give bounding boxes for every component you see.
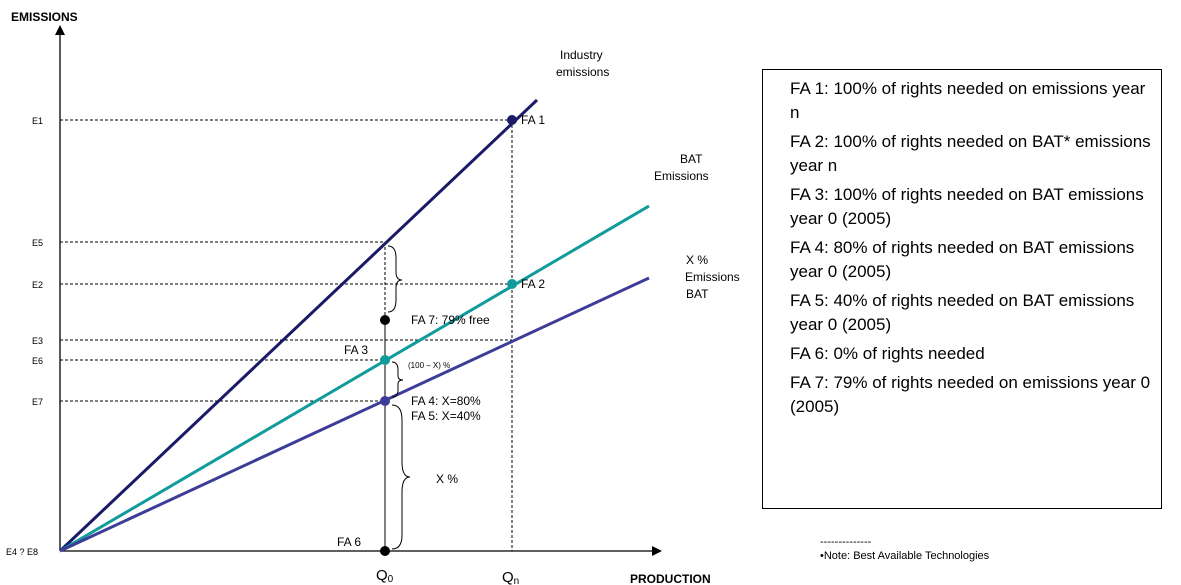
tick-e3: E3 [32, 336, 43, 346]
legend-item-fa5: FA 5: 40% of rights needed on BAT emissi… [790, 291, 1135, 334]
annotation-diff: (100 – X) % [408, 361, 450, 370]
brace-xpct [391, 404, 411, 550]
point-fa3 [380, 355, 390, 365]
industry-label-1: Industry [560, 48, 603, 62]
tick-e6: E6 [32, 356, 43, 366]
xbat-label-1: X % [686, 253, 708, 267]
x-axis-title: PRODUCTION [630, 572, 711, 585]
point-fa2 [507, 279, 517, 289]
footnote-rule: -------------- [820, 536, 872, 548]
brace-diff [391, 361, 404, 398]
emissions-diagram: EMISSIONS PRODUCTION E1 E5 E2 E3 E6 E7 E… [6, 10, 740, 585]
legend-item-fa2: FA 2: 100% of rights needed on BAT* emis… [790, 132, 1151, 175]
industry-label-2: emissions [556, 65, 609, 79]
point-fa1 [507, 115, 517, 125]
point-fa7 [380, 315, 390, 325]
tick-q0: Q0 [376, 567, 394, 585]
tick-origin: E4 ? E8 [6, 547, 38, 557]
tick-qn: Qn [502, 569, 519, 585]
annotation-xpct: X % [436, 472, 458, 486]
bat-emissions-line [59, 204, 650, 553]
xbat-label-2: Emissions [685, 270, 740, 284]
label-fa6: FA 6 [337, 535, 361, 549]
legend-box: FA 1: 100% of rights needed on emissions… [762, 69, 1162, 509]
label-fa4: FA 4: X=80% [411, 394, 481, 408]
label-fa2: FA 2 [521, 277, 545, 291]
legend-item-fa6: FA 6: 0% of rights needed [790, 344, 985, 363]
point-fa4-fa5 [380, 396, 390, 406]
footnote: -------------- •Note: Best Available Tec… [820, 535, 989, 563]
x-percent-bat-line [59, 276, 650, 553]
industry-emissions-line [58, 98, 539, 553]
tick-e7: E7 [32, 397, 43, 407]
xbat-label-3: BAT [686, 287, 709, 301]
tick-e2: E2 [32, 280, 43, 290]
tick-e5: E5 [32, 238, 43, 248]
bat-label-1: BAT [680, 152, 703, 166]
legend-item-fa1: FA 1: 100% of rights needed on emissions… [790, 79, 1146, 122]
y-axis-title: EMISSIONS [11, 10, 78, 24]
label-fa3: FA 3 [344, 343, 368, 357]
legend-item-fa3: FA 3: 100% of rights needed on BAT emiss… [790, 185, 1144, 228]
tick-e1: E1 [32, 116, 43, 126]
legend-item-fa4: FA 4: 80% of rights needed on BAT emissi… [790, 238, 1135, 281]
point-fa6 [380, 546, 390, 556]
footnote-text: •Note: Best Available Technologies [820, 550, 990, 562]
bat-label-2: Emissions [654, 169, 709, 183]
label-fa5: FA 5: X=40% [411, 409, 481, 423]
brace-fa7 [387, 245, 403, 313]
label-fa1: FA 1 [521, 113, 545, 127]
legend-item-fa7: FA 7: 79% of rights needed on emissions … [790, 373, 1151, 416]
label-fa7: FA 7: 79% free [411, 313, 490, 327]
